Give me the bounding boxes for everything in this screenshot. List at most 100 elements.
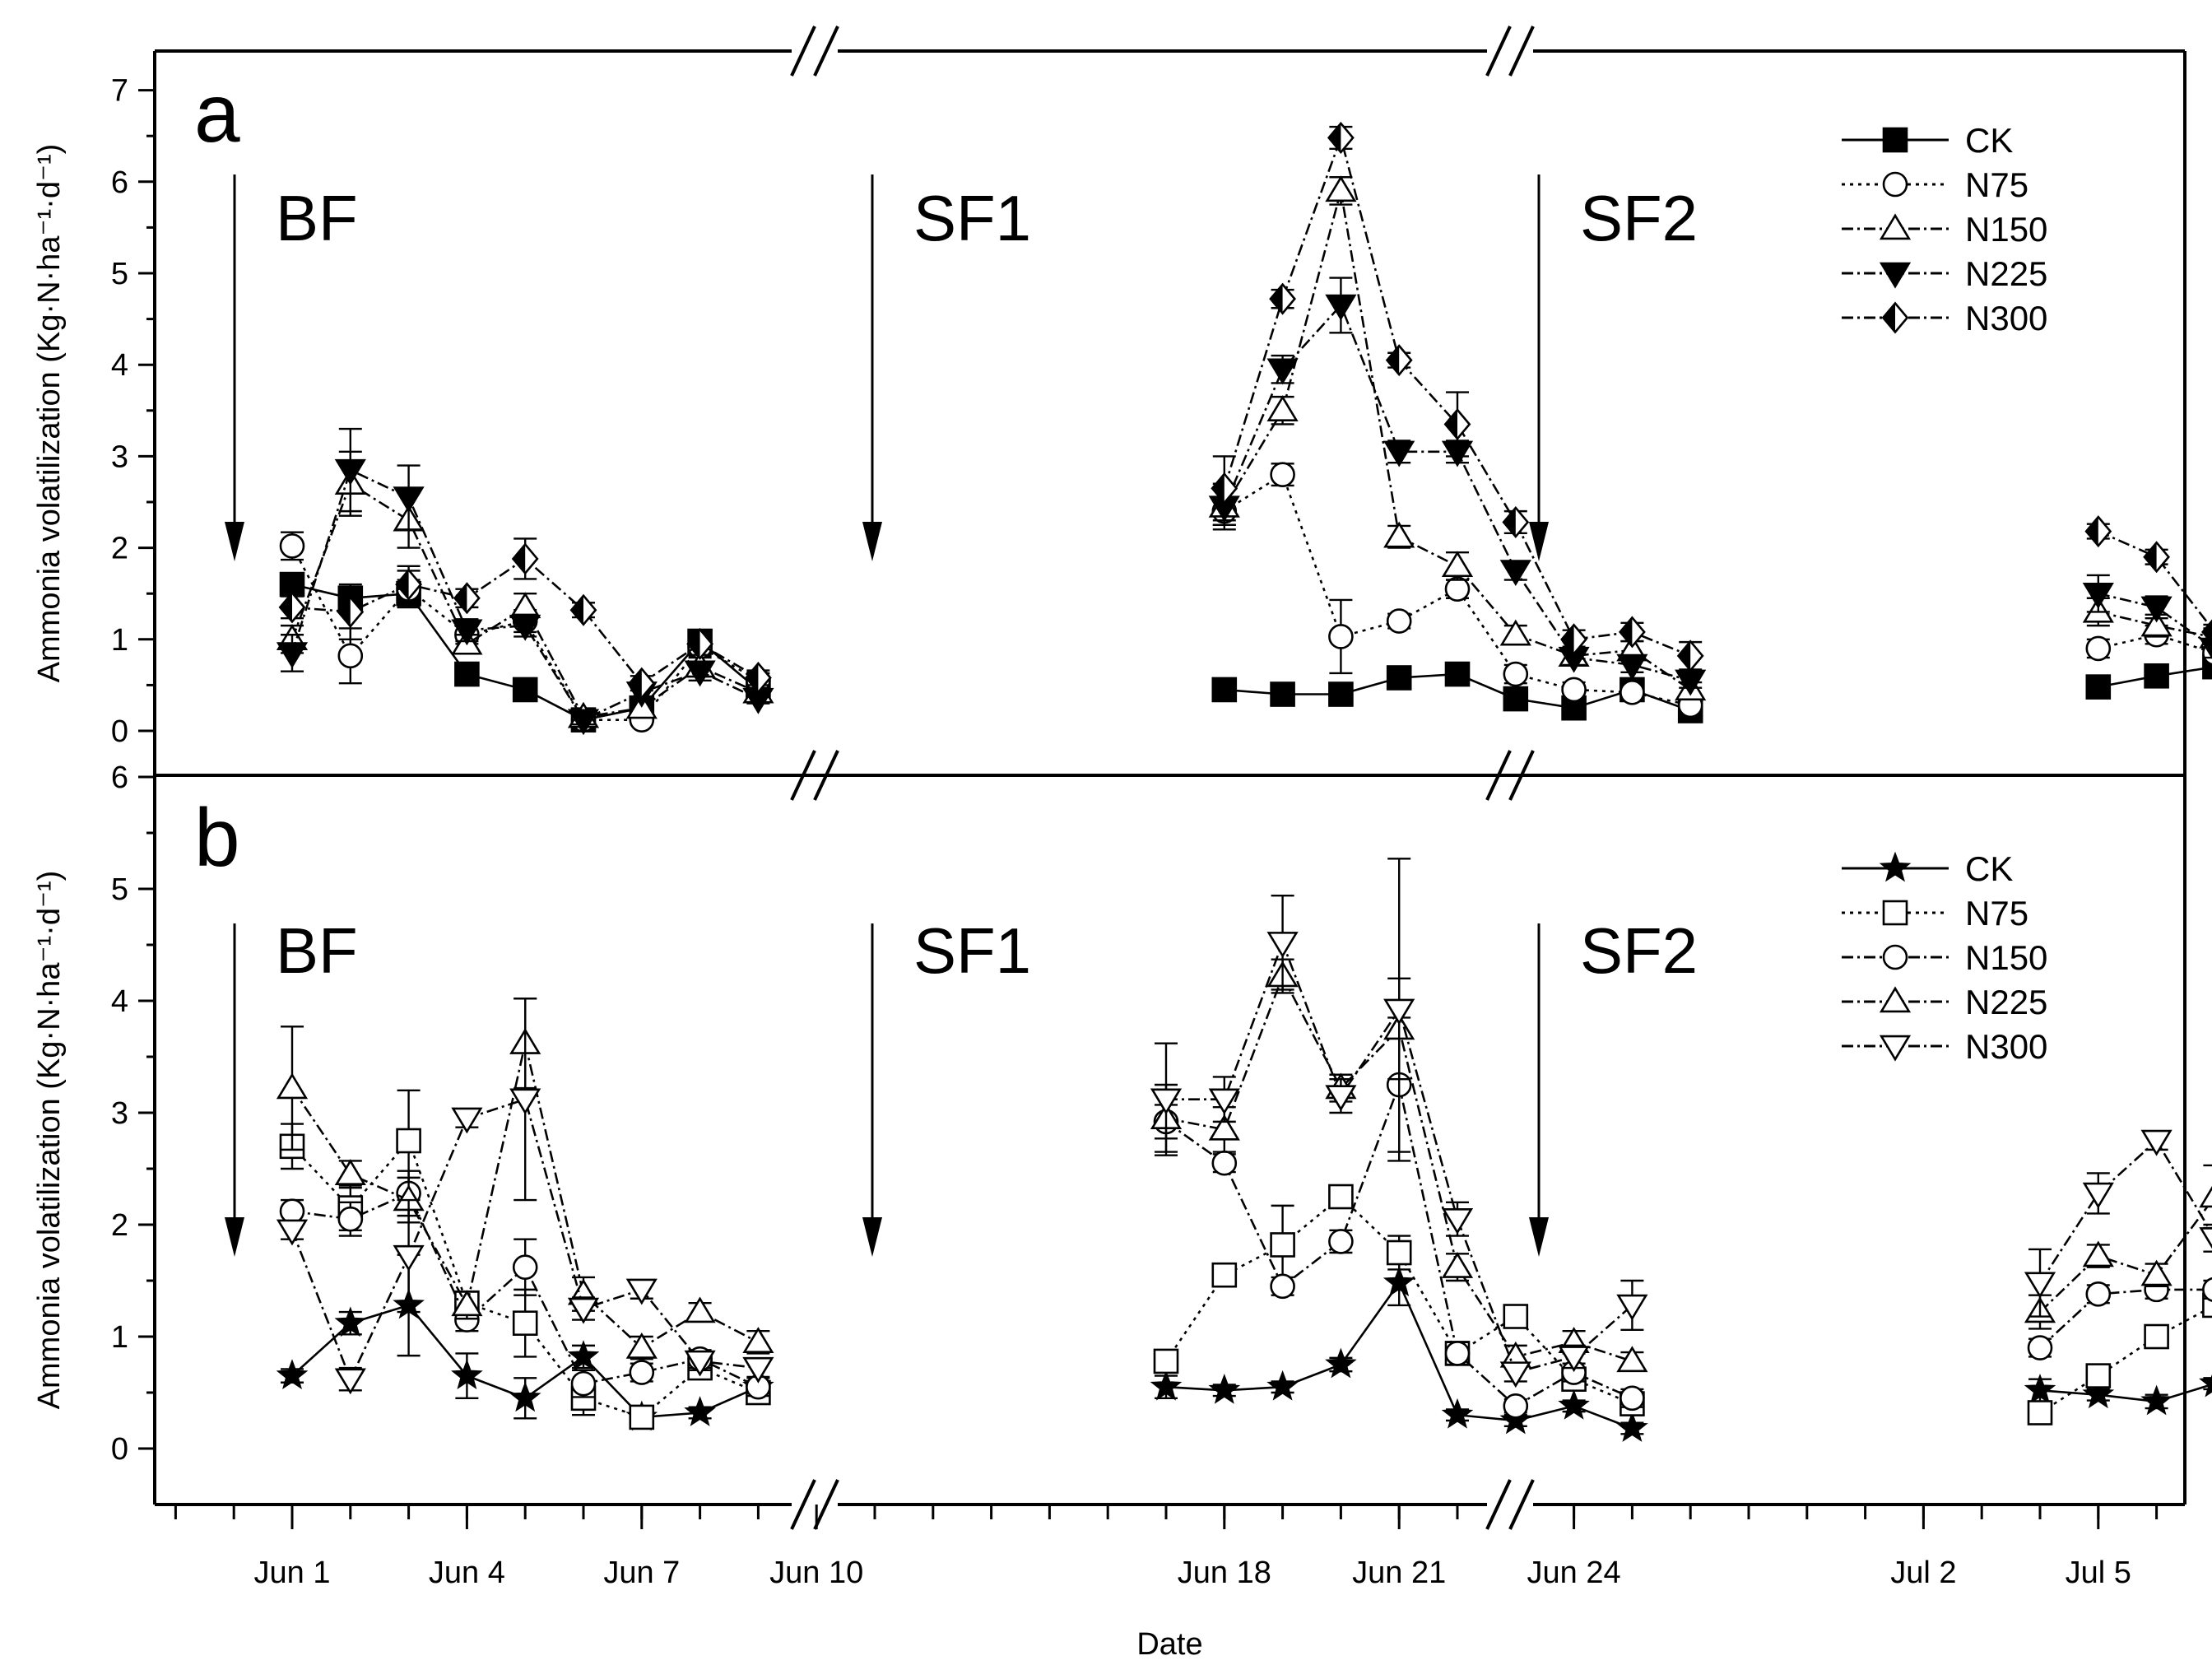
marker-diamond-fill bbox=[513, 544, 526, 574]
marker-triangle-down bbox=[2140, 596, 2172, 623]
marker-triangle-down bbox=[2082, 1182, 2114, 1209]
marker-triangle-down bbox=[451, 1107, 483, 1134]
axis-break-mark bbox=[1485, 750, 1512, 801]
marker-square bbox=[1503, 1304, 1529, 1329]
marker-diamond bbox=[1443, 407, 1471, 441]
marker-triangle-up bbox=[1879, 213, 1912, 240]
marker-triangle-down bbox=[276, 642, 309, 669]
series-n225 bbox=[276, 277, 2212, 736]
marker-triangle-up bbox=[1208, 1114, 1240, 1141]
marker-diamond bbox=[569, 593, 597, 626]
marker-triangle-up bbox=[1879, 986, 1912, 1013]
marker-diamond-fill bbox=[338, 597, 351, 626]
marker-circle bbox=[279, 533, 305, 559]
marker-triangle-up bbox=[1499, 619, 1531, 646]
marker-triangle-up bbox=[2082, 1240, 2114, 1267]
marker-diamond-fill bbox=[571, 595, 583, 625]
marker-triangle-up bbox=[1325, 175, 1357, 202]
marker-circle bbox=[1882, 171, 1908, 198]
phase-label: SF2 bbox=[1580, 914, 1698, 987]
marker-circle bbox=[2085, 1281, 2112, 1307]
panel-label: b bbox=[194, 792, 240, 884]
phase-annotations: BF SF1 SF2 bbox=[225, 174, 1698, 561]
marker-triangle-down bbox=[1616, 653, 1648, 681]
series-line bbox=[2098, 666, 2212, 688]
phase-label: SF1 bbox=[913, 182, 1031, 254]
legend-label-n225: N225 bbox=[1965, 983, 2047, 1021]
x-tick-label: Jun 24 bbox=[1527, 1556, 1621, 1590]
marker-triangle-up bbox=[2199, 1186, 2212, 1208]
marker-triangle-down bbox=[1150, 1088, 1183, 1115]
series-n225 bbox=[276, 958, 2212, 1373]
phase-arrow-head bbox=[862, 1217, 882, 1257]
panel-a: 0 1 2 3 4 5 6 7 Ammonia volatilization (Kg·N·ha⁻… bbox=[32, 67, 2212, 749]
marker-diamond-fill bbox=[2202, 621, 2212, 644]
marker-circle bbox=[1270, 1273, 1295, 1300]
legend-label-ck: CK bbox=[1965, 121, 2013, 160]
marker-star bbox=[334, 1306, 367, 1337]
marker-square bbox=[1328, 681, 1354, 707]
marker-circle bbox=[1386, 608, 1412, 634]
marker-triangle-down bbox=[2140, 1129, 2172, 1156]
marker-star bbox=[684, 1396, 716, 1426]
phase-arrow-head bbox=[225, 522, 244, 561]
axis-break-mark bbox=[813, 750, 839, 801]
x-axis-title: Date bbox=[1136, 1627, 1202, 1662]
marker-circle bbox=[1328, 624, 1354, 649]
marker-diamond bbox=[628, 667, 656, 700]
marker-square bbox=[2085, 674, 2112, 700]
y-tick-label: 2 bbox=[111, 1208, 128, 1243]
x-tick-label: Jun 10 bbox=[769, 1556, 863, 1590]
series-line bbox=[2039, 1288, 2212, 1349]
marker-diamond bbox=[278, 591, 306, 624]
marker-square bbox=[1503, 686, 1529, 712]
marker-star bbox=[1558, 1388, 1590, 1420]
marker-square bbox=[2144, 663, 2169, 689]
marker-triangle-down bbox=[625, 1278, 658, 1305]
marker-circle bbox=[629, 1360, 655, 1385]
marker-circle bbox=[1270, 462, 1295, 487]
marker-square bbox=[1386, 1239, 1412, 1266]
marker-circle bbox=[337, 1206, 364, 1232]
marker-triangle-down bbox=[1499, 1361, 1531, 1388]
marker-circle bbox=[337, 643, 364, 669]
marker-diamond-fill bbox=[454, 584, 467, 613]
marker-triangle-down bbox=[1266, 358, 1299, 385]
x-tick-label: Jun 18 bbox=[1178, 1556, 1271, 1590]
marker-square bbox=[629, 1404, 655, 1430]
y-tick-label: 6 bbox=[111, 760, 128, 795]
marker-triangle-up bbox=[684, 1296, 716, 1323]
marker-triangle-down bbox=[1325, 1085, 1357, 1112]
marker-triangle-down bbox=[509, 614, 541, 641]
series-line bbox=[1223, 134, 1691, 658]
marker-diamond-fill bbox=[1270, 284, 1283, 314]
marker-square bbox=[1328, 1184, 1354, 1210]
marker-triangle-down bbox=[1879, 262, 1912, 289]
y-tick-label: 7 bbox=[111, 74, 128, 109]
axis-break-mark bbox=[813, 26, 839, 77]
y-tick-label: 2 bbox=[111, 532, 128, 566]
series-line bbox=[2098, 530, 2212, 630]
marker-triangle-down bbox=[684, 660, 716, 687]
marker-diamond bbox=[1676, 640, 1704, 672]
y-axis-title: Ammonia volatilization (Kg·N·ha⁻¹·d⁻¹) bbox=[32, 871, 67, 1410]
marker-diamond-fill bbox=[1620, 617, 1633, 647]
y-tick-label: 3 bbox=[111, 440, 128, 474]
marker-diamond-fill bbox=[630, 668, 642, 698]
marker-square bbox=[2027, 1400, 2053, 1426]
legend: CK N75 N150 N225 N300 bbox=[1842, 849, 2047, 1066]
marker-triangle-up bbox=[1266, 395, 1299, 422]
marker-star bbox=[567, 1340, 600, 1370]
phase-label: BF bbox=[276, 182, 358, 254]
marker-star bbox=[2140, 1384, 2172, 1416]
marker-triangle-up bbox=[2140, 610, 2172, 637]
marker-circle bbox=[2202, 1277, 2212, 1302]
series-line bbox=[2098, 592, 2212, 649]
y-tick-label: 5 bbox=[111, 257, 128, 291]
marker-square bbox=[1153, 1348, 1179, 1374]
marker-triangle-down bbox=[1266, 932, 1299, 958]
series-n150 bbox=[279, 1016, 2212, 1419]
marker-square bbox=[1386, 665, 1412, 691]
marker-triangle-down bbox=[1616, 1294, 1648, 1321]
marker-circle bbox=[570, 1370, 597, 1397]
